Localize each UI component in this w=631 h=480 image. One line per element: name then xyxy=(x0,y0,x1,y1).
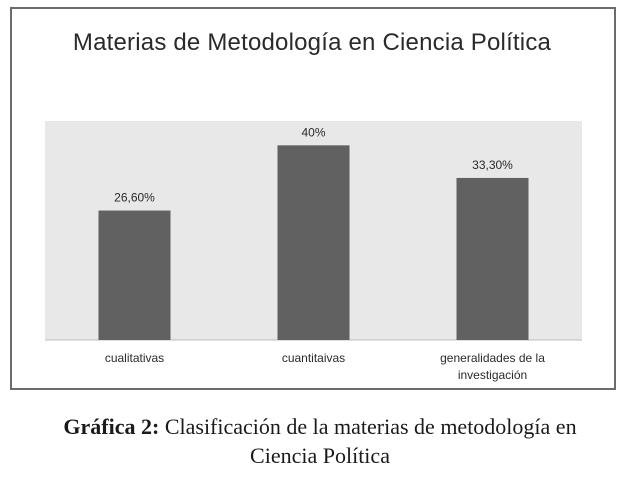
bar-3 xyxy=(456,177,529,340)
caption-text: Clasificación de la materias de metodolo… xyxy=(164,414,577,468)
bar-chart-svg: 26,60% cualitativas 40% cuantitaivas 33,30% g… xyxy=(45,121,582,382)
data-label-3: 33,30% xyxy=(472,158,513,172)
figure-caption: Gráfica 2: Clasificación de la materias … xyxy=(30,412,610,470)
category-label-2: cuantitaivas xyxy=(282,351,345,365)
chart-frame: Materias de Metodología en Ciencia Polít… xyxy=(10,7,616,390)
bar-2 xyxy=(277,145,350,340)
data-label-1: 26,60% xyxy=(114,191,155,205)
category-label-1: cualitativas xyxy=(105,351,164,365)
category-label-3: generalidades de la investigación xyxy=(440,351,545,382)
chart-title: Materias de Metodología en Ciencia Polít… xyxy=(72,29,552,56)
caption-label: Gráfica 2: xyxy=(63,414,160,439)
bar-1 xyxy=(98,210,171,340)
data-label-2: 40% xyxy=(301,125,325,139)
